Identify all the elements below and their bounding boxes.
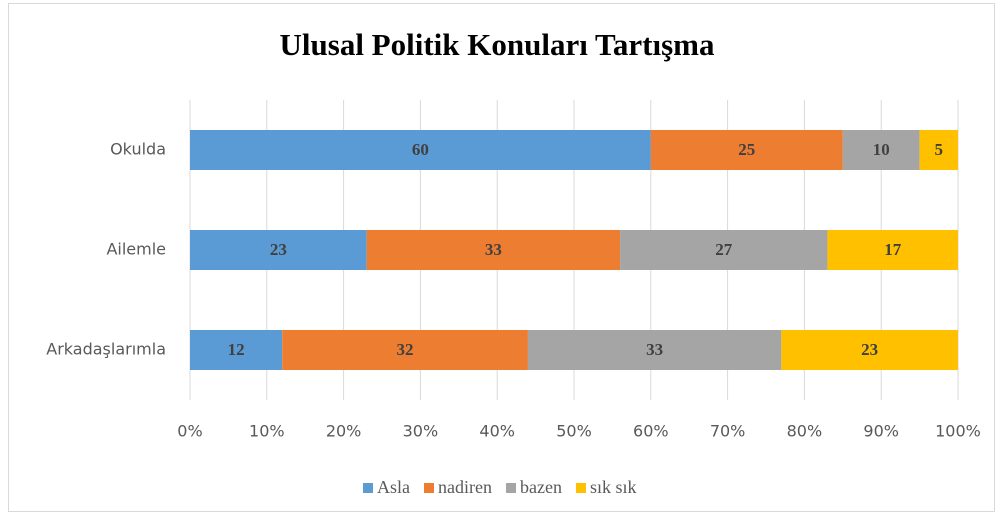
x-tick-label: 30% <box>403 422 439 441</box>
legend-label: nadiren <box>438 477 492 497</box>
legend-swatch <box>363 483 373 493</box>
bar-segment <box>190 130 651 170</box>
bar-segment <box>781 330 958 370</box>
legend-swatch <box>424 483 434 493</box>
data-label: 32 <box>397 340 414 359</box>
x-tick-label: 60% <box>633 422 669 441</box>
y-tick-label: Ailemle <box>106 240 166 259</box>
data-label: 33 <box>485 240 502 259</box>
data-label: 27 <box>715 240 733 259</box>
bar-segment <box>527 330 782 370</box>
x-tick-label: 80% <box>787 422 823 441</box>
legend-label: bazen <box>520 477 562 497</box>
data-label: 12 <box>228 340 245 359</box>
bar-segment <box>282 330 528 370</box>
data-label: 5 <box>935 140 944 159</box>
bar-segment <box>842 130 920 170</box>
data-label: 23 <box>270 240 287 259</box>
x-tick-label: 40% <box>479 422 515 441</box>
y-tick-label: Okulda <box>110 140 166 159</box>
data-label: 23 <box>861 340 878 359</box>
x-tick-label: 100% <box>935 422 981 441</box>
bar-segment <box>190 230 367 270</box>
bar-segment <box>366 230 621 270</box>
legend-label: Asla <box>377 477 410 497</box>
bar-segment <box>650 130 843 170</box>
legend-swatch <box>575 483 586 493</box>
data-label: 10 <box>873 140 890 159</box>
chart-title: Ulusal Politik Konuları Tartışma <box>280 27 715 62</box>
bar-segment <box>919 130 958 170</box>
y-tick-label: Arkadaşlarımla <box>46 340 166 359</box>
x-tick-label: 70% <box>710 422 746 441</box>
x-tick-label: 10% <box>249 422 285 441</box>
x-tick-label: 50% <box>556 422 592 441</box>
legend-swatch <box>505 483 516 493</box>
x-tick-label: 0% <box>177 422 202 441</box>
data-label: 17 <box>884 240 902 259</box>
bar-segment <box>827 230 958 270</box>
x-tick-label: 90% <box>863 422 899 441</box>
bar-segment <box>190 330 283 370</box>
bar-segment <box>620 230 828 270</box>
legend-label: sık sık <box>590 477 637 497</box>
data-label: 25 <box>738 140 755 159</box>
x-tick-label: 20% <box>326 422 362 441</box>
data-label: 33 <box>646 340 663 359</box>
data-label: 60 <box>412 140 429 159</box>
